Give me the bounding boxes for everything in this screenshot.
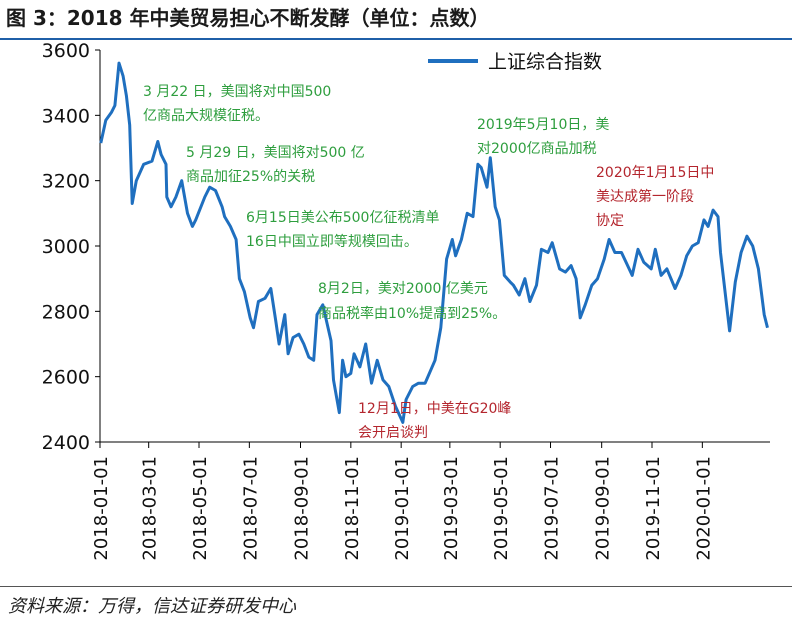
annotation-aug2-line1: 8月2日，美对2000 亿美元 bbox=[318, 281, 488, 297]
annotation-aug2: 8月2日，美对2000 亿美元 商品税率由10%提高到25%。 bbox=[318, 281, 506, 322]
x-tick-label: 2019-09-01 bbox=[593, 456, 614, 561]
x-tick-label: 2020-01-01 bbox=[693, 456, 714, 561]
annotations: 3 月22 日，美国将对中国500 亿商品大规模征税。 5 月29 日，美国将对… bbox=[143, 84, 719, 441]
annotation-mar22-line2: 亿商品大规模征税。 bbox=[143, 108, 269, 124]
x-tick-label: 2018-03-01 bbox=[140, 456, 161, 561]
annotation-aug2-line2: 商品税率由10%提高到25%。 bbox=[318, 305, 506, 322]
x-tick-label: 2018-09-01 bbox=[292, 456, 313, 561]
annotation-jun15-line1: 6月15日美公布500亿征税清单 bbox=[246, 210, 439, 226]
y-tick-label: 3400 bbox=[42, 105, 90, 127]
x-tick-label: 2019-05-01 bbox=[491, 456, 512, 561]
y-tick-label: 2800 bbox=[42, 301, 90, 323]
annotation-may29: 5 月29 日，美国将对500 亿 商品加征25%的关税 bbox=[186, 145, 369, 185]
series-line-shanghai-composite bbox=[99, 61, 769, 424]
chart-legend: 上证综合指数 bbox=[428, 51, 602, 73]
y-tick-label: 2600 bbox=[42, 367, 90, 389]
x-tick-label: 2019-11-01 bbox=[643, 456, 664, 561]
annotation-jan15-2020: 2020年1月15日中 美达成第一阶段 协定 bbox=[596, 165, 719, 229]
x-tick-label: 2018-07-01 bbox=[240, 456, 261, 561]
y-tick-label: 3000 bbox=[42, 236, 90, 258]
annotation-may29-line1: 5 月29 日，美国将对500 亿 bbox=[186, 145, 365, 161]
x-tick-label: 2019-07-01 bbox=[542, 456, 563, 561]
x-tick-label: 2018-11-01 bbox=[342, 456, 363, 561]
annotation-dec1: 12月1日，中美在G20峰 会开启谈判 bbox=[358, 401, 516, 441]
x-tick-label: 2019-01-01 bbox=[392, 456, 413, 561]
annotation-may10-line1: 2019年5月10日，美 bbox=[477, 117, 609, 133]
legend-label: 上证综合指数 bbox=[488, 51, 602, 73]
x-tick-label: 2018-01-01 bbox=[91, 456, 112, 561]
title-divider bbox=[0, 38, 792, 40]
x-ticks: 2018-01-01 2018-03-01 2018-05-01 2018-07-01… bbox=[91, 442, 714, 561]
annotation-jun15-line2: 16日中国立即等规模回击。 bbox=[246, 233, 418, 250]
y-tick-label: 3600 bbox=[42, 40, 90, 62]
x-tick-label: 2018-05-01 bbox=[190, 456, 211, 561]
annotation-jan15-line2: 美达成第一阶段 bbox=[596, 188, 694, 205]
y-tick-label: 3200 bbox=[42, 171, 90, 193]
y-tick-label: 2400 bbox=[42, 432, 90, 454]
annotation-may29-line2: 商品加征25%的关税 bbox=[186, 169, 315, 185]
annotation-mar22: 3 月22 日，美国将对中国500 亿商品大规模征税。 bbox=[143, 84, 336, 124]
series-layer bbox=[99, 61, 769, 424]
annotation-jan15-line3: 协定 bbox=[596, 213, 624, 229]
page-title: 图 3：2018 年中美贸易担心不断发酵（单位：点数） bbox=[6, 6, 490, 30]
annotation-may10-2019: 2019年5月10日，美 对2000亿商品加税 bbox=[477, 117, 614, 157]
source-note: 资料来源：万得，信达证券研发中心 bbox=[8, 596, 296, 617]
x-tick-label: 2019-03-01 bbox=[441, 456, 462, 561]
annotation-dec1-line1: 12月1日，中美在G20峰 bbox=[358, 401, 511, 417]
annotation-mar22-line1: 3 月22 日，美国将对中国500 bbox=[143, 84, 331, 100]
annotation-jan15-line1: 2020年1月15日中 bbox=[596, 165, 714, 181]
annotation-jun15: 6月15日美公布500亿征税清单 16日中国立即等规模回击。 bbox=[246, 210, 444, 250]
annotation-may10-line2: 对2000亿商品加税 bbox=[477, 141, 597, 157]
footer-divider bbox=[0, 586, 792, 587]
y-ticks: 2400 2600 2800 3000 3200 3400 3600 bbox=[42, 40, 100, 454]
annotation-dec1-line2: 会开启谈判 bbox=[358, 425, 428, 441]
